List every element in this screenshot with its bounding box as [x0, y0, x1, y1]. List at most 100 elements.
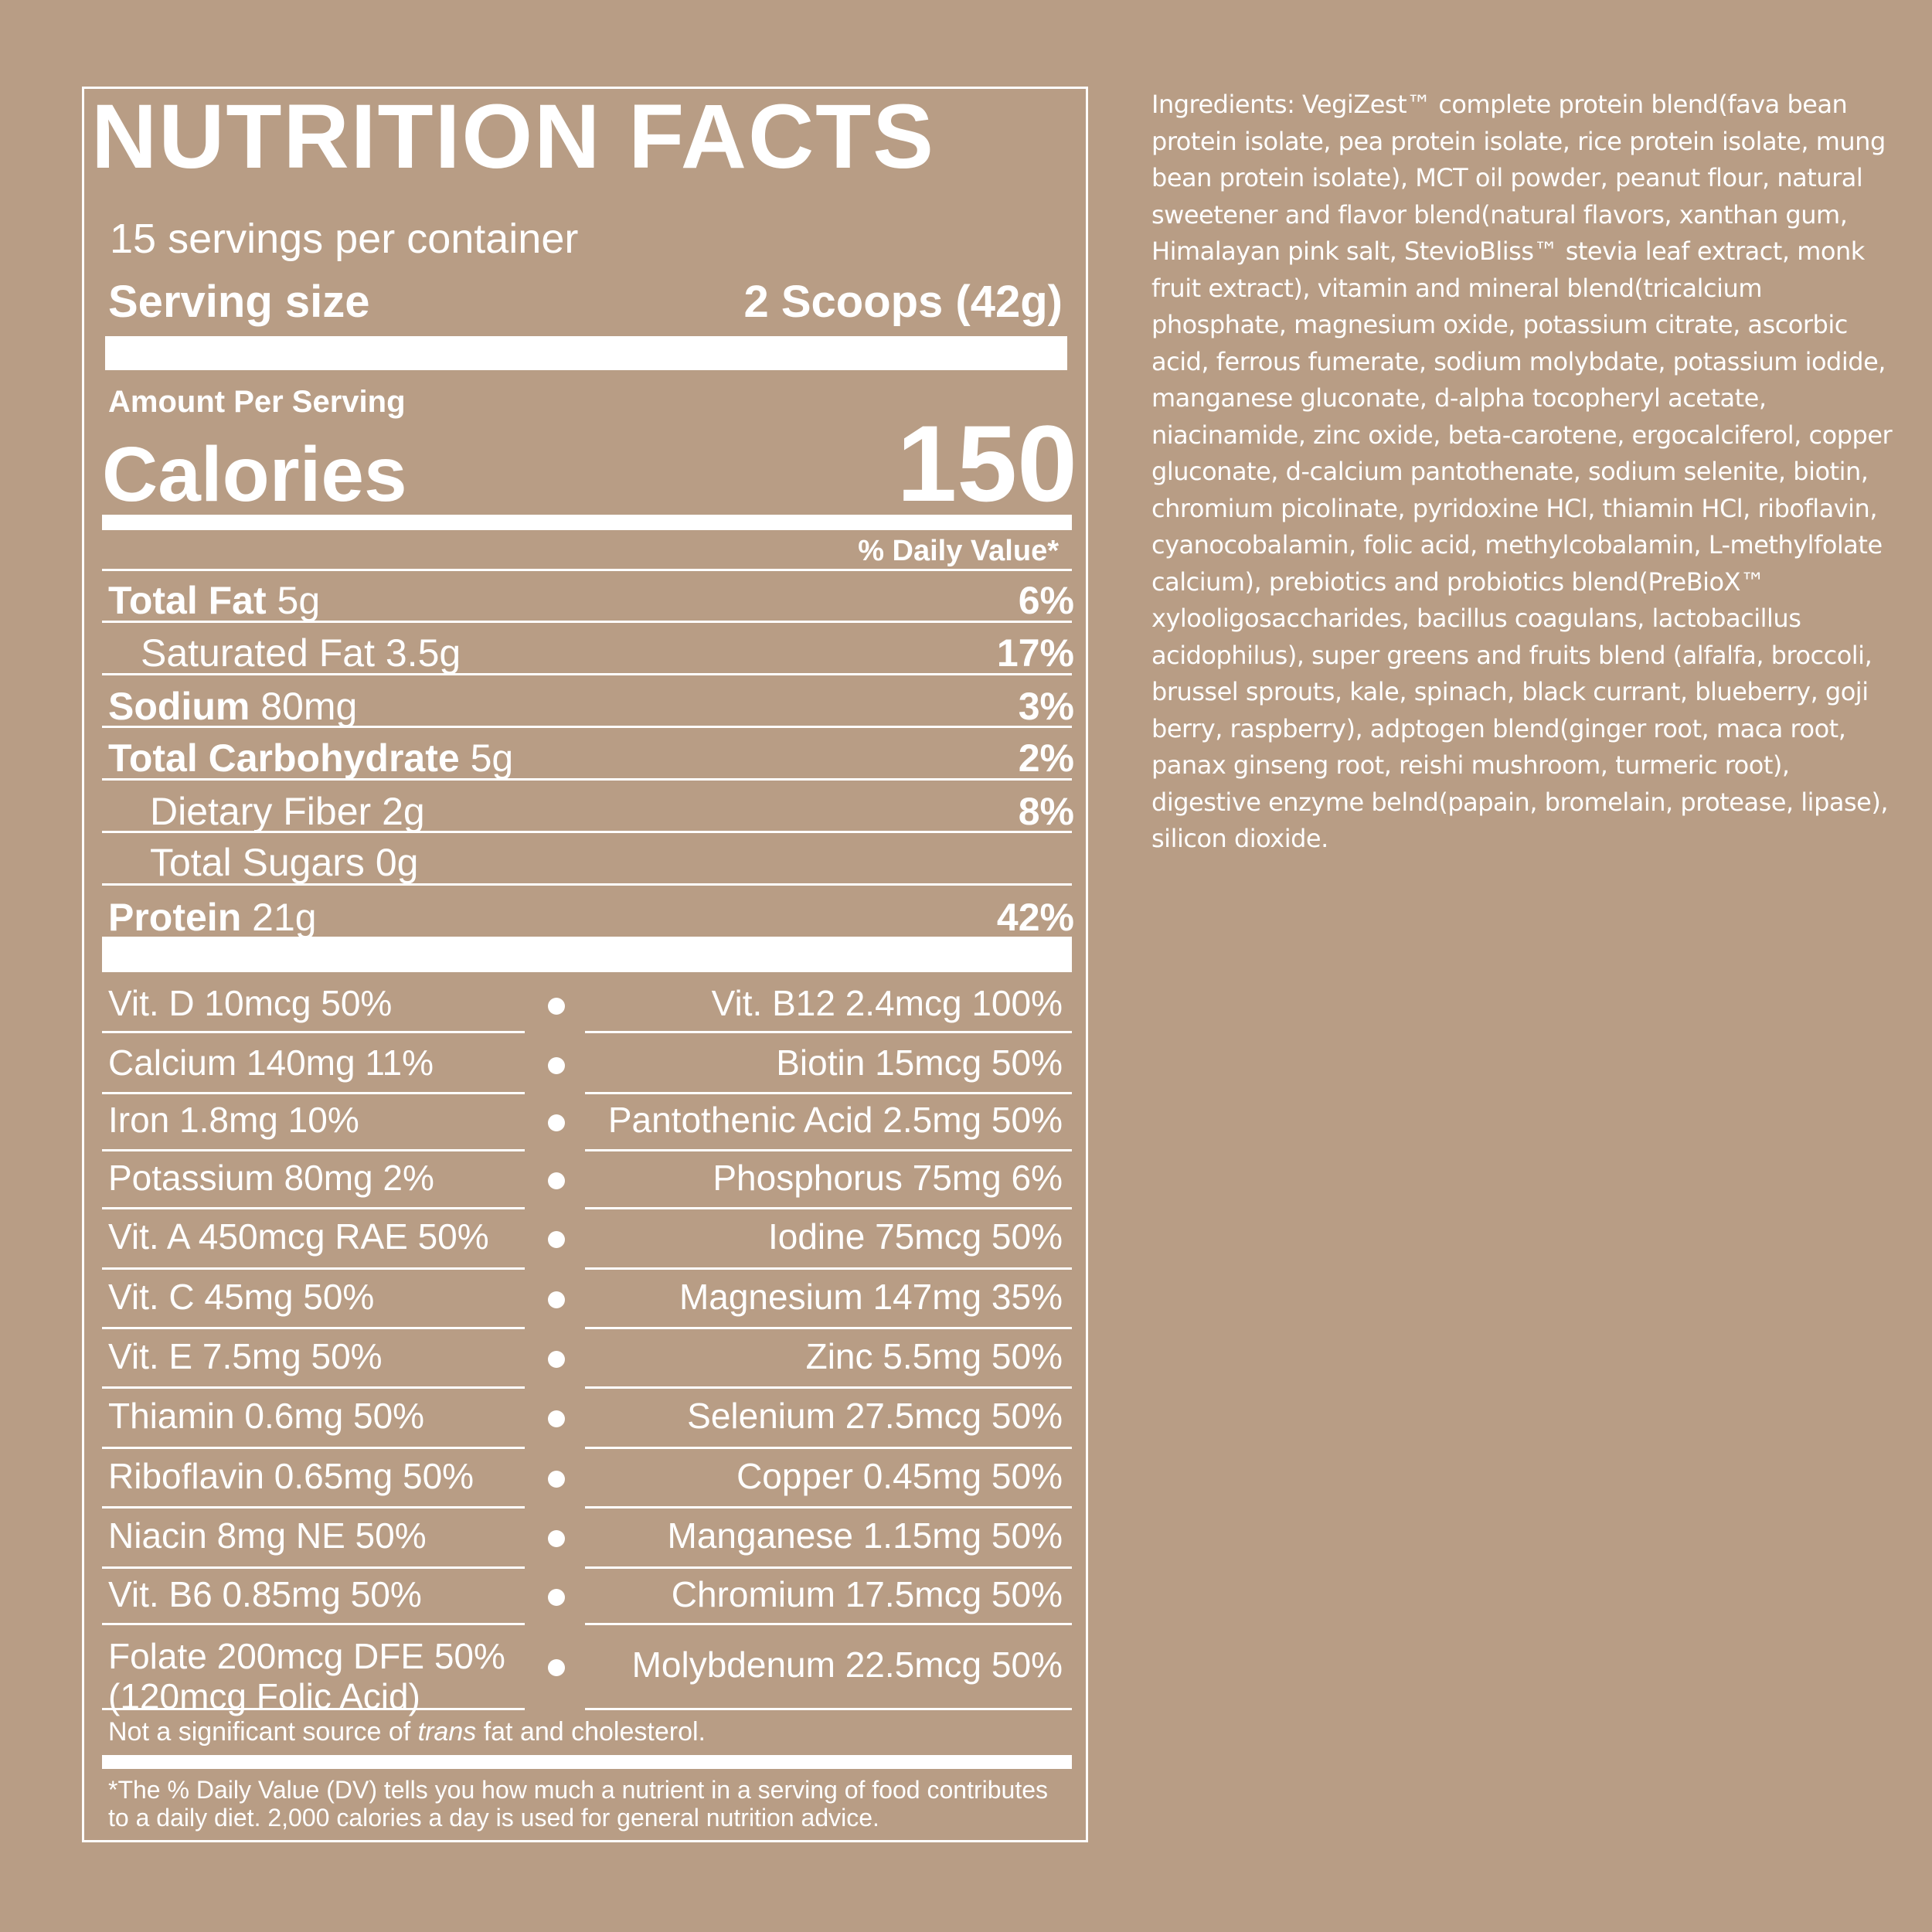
ingredients-line: acidophilus), super greens and fruits bl…: [1151, 640, 1872, 670]
vitamin-left-cell: Folate 200mcg DFE 50% (120mcg Folic Acid): [108, 1636, 505, 1716]
row-divider-gap: [525, 1566, 585, 1569]
nutrient-row-total-sugars: Total Sugars 0g: [108, 843, 1074, 882]
row-divider: [102, 778, 1072, 781]
footnote-divider: [102, 1755, 1072, 1769]
row-divider: [102, 831, 1072, 833]
vitamin-right-cell: Magnesium 147mg 35%: [679, 1277, 1063, 1317]
row-divider: [102, 883, 1072, 886]
nutrient-dv: 8%: [1018, 790, 1074, 833]
nutrient-dv: 17%: [996, 631, 1074, 675]
vitamin-row: Riboflavin 0.65mg 50% Copper 0.45mg 50%: [102, 1449, 1072, 1509]
vitamin-row: Vit. E 7.5mg 50% Zinc 5.5mg 50%: [102, 1329, 1072, 1389]
row-divider-gap: [525, 1506, 585, 1509]
vitamin-right-cell: Copper 0.45mg 50%: [736, 1456, 1063, 1496]
medium-divider: [102, 515, 1072, 530]
calories-label: Calories: [102, 431, 407, 518]
vitamin-row: Potassium 80mg 2% Phosphorus 75mg 6%: [102, 1151, 1072, 1209]
nutrient-name: Saturated Fat: [141, 631, 375, 675]
vitamin-right-cell: Vit. B12 2.4mcg 100%: [711, 983, 1063, 1023]
row-divider-gap: [525, 1031, 585, 1033]
ingredients-line: digestive enzyme belnd(papain, bromelain…: [1151, 787, 1889, 817]
row-divider-gap: [525, 1708, 585, 1710]
ingredients-line: protein isolate, pea protein isolate, ri…: [1151, 126, 1886, 156]
row-divider: [102, 1708, 1072, 1710]
bullet-dot-icon: [548, 1589, 565, 1606]
row-divider-gap: [525, 1623, 585, 1625]
vitamin-row: Iron 1.8mg 10% Pantothenic Acid 2.5mg 50%: [102, 1094, 1072, 1151]
nutrient-dv: 6%: [1018, 579, 1074, 622]
nutrient-row-protein: Protein 21g 42%: [108, 898, 1074, 937]
nutrient-amount: 3.5g: [385, 631, 461, 675]
vitamin-row: Folate 200mcg DFE 50% (120mcg Folic Acid)…: [102, 1625, 1072, 1716]
nutrition-facts-title: NUTRITION FACTS: [91, 86, 935, 188]
bullet-dot-icon: [548, 998, 565, 1015]
row-divider: [102, 726, 1072, 728]
bullet-dot-icon: [548, 1410, 565, 1427]
serving-size-row: Serving size 2 Scoops (42g): [108, 280, 1063, 325]
ingredients-line: manganese gluconate, d-alpha tocopheryl …: [1151, 383, 1767, 413]
nutrient-row-total-fat: Total Fat 5g 6%: [108, 581, 1074, 620]
nutrient-amount: 5g: [470, 736, 514, 780]
nutrition-facts-panel: [82, 87, 1088, 1842]
ingredients-line: chromium picolinate, pyridoxine HCl, thi…: [1151, 493, 1878, 523]
nutrient-row-dietary-fiber: Dietary Fiber 2g 8%: [108, 792, 1074, 831]
vitamin-row: Vit. C 45mg 50% Magnesium 147mg 35%: [102, 1270, 1072, 1329]
nutrient-amount: 2g: [382, 790, 425, 833]
row-divider: [102, 673, 1072, 675]
vitamin-right-cell: Manganese 1.15mg 50%: [667, 1515, 1063, 1556]
bullet-dot-icon: [548, 1659, 565, 1676]
row-divider-gap: [525, 1149, 585, 1151]
nutrient-name: Total Sugars: [150, 841, 365, 884]
nutrient-name: Dietary Fiber: [150, 790, 372, 833]
row-divider: [102, 1092, 1072, 1094]
daily-value-footnote: *The % Daily Value (DV) tells you how mu…: [108, 1776, 1048, 1832]
nutrient-dv: 42%: [996, 896, 1074, 939]
row-divider: [102, 1623, 1072, 1625]
serving-size-label: Serving size: [108, 277, 370, 327]
row-divider: [102, 1506, 1072, 1509]
vitamin-right-cell: Phosphorus 75mg 6%: [713, 1158, 1063, 1198]
ingredients-line: Ingredients: VegiZest™ complete protein …: [1151, 90, 1848, 119]
vitamin-row: Vit. B6 0.85mg 50% Chromium 17.5mcg 50%: [102, 1569, 1072, 1625]
row-divider: [102, 621, 1072, 623]
nutrient-amount: 0g: [375, 841, 419, 884]
vitamin-right-cell: Chromium 17.5mcg 50%: [671, 1574, 1063, 1614]
row-divider: [102, 569, 1072, 571]
row-divider-gap: [525, 1267, 585, 1270]
bullet-dot-icon: [548, 1351, 565, 1368]
ingredients-text: Ingredients: VegiZest™ complete protein …: [1151, 87, 1893, 858]
vitamin-right-cell: Zinc 5.5mg 50%: [805, 1336, 1063, 1376]
vitamin-left-cell: Vit. A 450mcg RAE 50%: [108, 1216, 489, 1257]
nutrient-dv: 2%: [1018, 736, 1074, 780]
vitamin-row: Vit. D 10mcg 50% Vit. B12 2.4mcg 100%: [102, 979, 1072, 1033]
row-divider-gap: [525, 1386, 585, 1389]
row-divider: [102, 1386, 1072, 1389]
vitamin-left-cell: Thiamin 0.6mg 50%: [108, 1396, 425, 1436]
vitamin-right-cell: Iodine 75mcg 50%: [767, 1216, 1063, 1257]
bullet-dot-icon: [548, 1530, 565, 1547]
ingredients-line: sweetener and flavor blend(natural flavo…: [1151, 199, 1848, 230]
nutrient-name: Total Carbohydrate: [108, 736, 460, 780]
amount-per-serving: Amount Per Serving: [108, 385, 406, 419]
vitamin-left-cell: Calcium 140mg 11%: [108, 1043, 434, 1083]
vitamin-row: Vit. A 450mcg RAE 50% Iodine 75mcg 50%: [102, 1209, 1072, 1270]
vitamin-row: Calcium 140mg 11% Biotin 15mcg 50%: [102, 1037, 1072, 1094]
bullet-dot-icon: [548, 1231, 565, 1248]
daily-value-header: % Daily Value*: [858, 535, 1059, 567]
vitamin-left-cell: Potassium 80mg 2%: [108, 1158, 434, 1198]
ingredients-line: Himalayan pink salt, StevioBliss™ stevia…: [1151, 236, 1865, 266]
ingredients-line: brussel sprouts, kale, spinach, black cu…: [1151, 677, 1869, 706]
vitamin-left-cell: Niacin 8mg NE 50%: [108, 1515, 427, 1556]
thick-divider: [105, 336, 1067, 370]
ingredients-line: bean protein isolate), MCT oil powder, p…: [1151, 163, 1863, 192]
ingredients-line: panax ginseng root, reishi mushroom, tur…: [1151, 750, 1790, 780]
vitamin-left-cell: Riboflavin 0.65mg 50%: [108, 1456, 474, 1496]
ingredients-line: niacinamide, zinc oxide, beta-carotene, …: [1151, 420, 1893, 450]
ingredients-line: acid, ferrous fumerate, sodium molybdate…: [1151, 346, 1886, 376]
bullet-dot-icon: [548, 1291, 565, 1308]
nutrient-name: Protein: [108, 896, 242, 939]
vitamin-row: Niacin 8mg NE 50% Manganese 1.15mg 50%: [102, 1509, 1072, 1569]
row-divider-gap: [525, 1207, 585, 1209]
bullet-dot-icon: [548, 1172, 565, 1189]
calories-value: 150: [896, 403, 1077, 524]
